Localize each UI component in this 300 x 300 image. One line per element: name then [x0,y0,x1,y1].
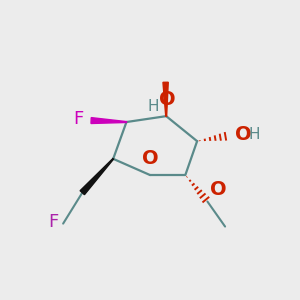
Text: O: O [210,180,227,199]
Polygon shape [80,158,113,195]
Text: O: O [142,149,158,168]
Text: O: O [159,90,176,109]
Polygon shape [163,82,168,116]
Text: H: H [248,127,260,142]
Text: H: H [148,99,159,114]
Text: F: F [49,213,59,231]
Polygon shape [91,118,127,124]
Text: O: O [236,125,252,144]
Text: F: F [74,110,84,128]
